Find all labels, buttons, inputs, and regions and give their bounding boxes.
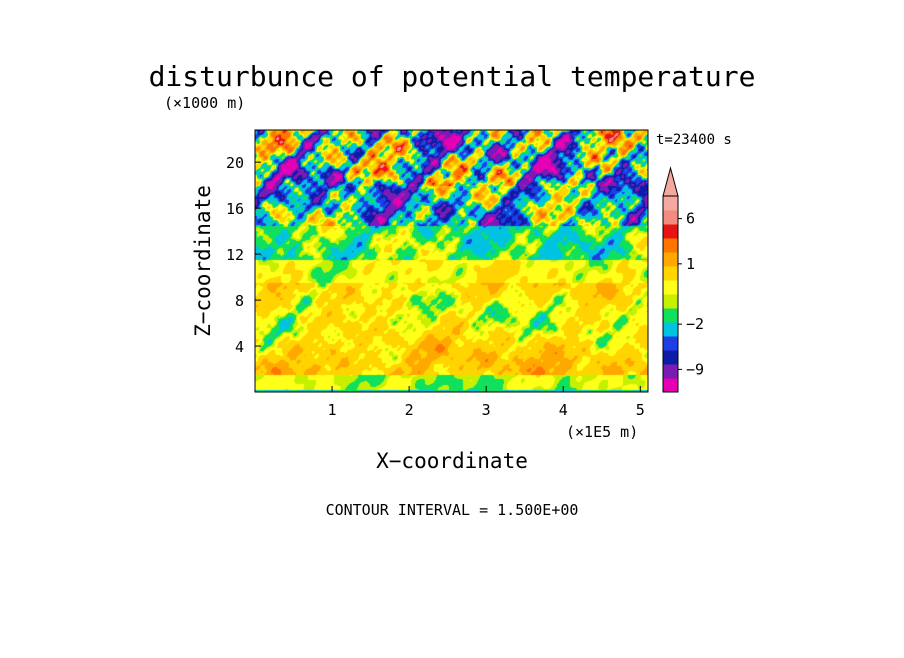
plot-area <box>254 129 649 393</box>
x-tick-label-2: 3 <box>482 401 491 419</box>
colorbar-extension-arrow <box>662 166 679 197</box>
y-tick-label-1: 8 <box>235 292 244 310</box>
colorbar-swatch-9 <box>663 252 678 267</box>
colorbar-swatch-2 <box>663 350 678 365</box>
colorbar-label-0: 6 <box>686 210 695 228</box>
contour-interval-text: CONTOUR INTERVAL = 1.500E+00 <box>326 501 579 519</box>
colorbar-swatch-0 <box>663 378 678 393</box>
colorbar-swatch-1 <box>663 364 678 379</box>
plot-frame <box>254 129 649 393</box>
y-axis-ticks: 4 8 12 16 20 <box>226 154 261 356</box>
y-tick-label-3: 16 <box>226 200 244 218</box>
x-axis-label: X−coordinate <box>376 449 528 473</box>
y-tick-label-4: 20 <box>226 154 244 172</box>
x-tick-label-3: 4 <box>559 401 568 419</box>
x-tick-label-1: 2 <box>405 401 414 419</box>
colorbar-swatch-4 <box>663 322 678 337</box>
colorbar-swatch-5 <box>663 308 678 323</box>
colorbar-swatch-3 <box>663 336 678 351</box>
colorbar-swatch-10 <box>663 238 678 253</box>
y-tick-label-2: 12 <box>226 246 244 264</box>
heatmap-field <box>255 130 648 392</box>
colorbar-label-3: −9 <box>686 360 704 378</box>
colorbar-label-2: −2 <box>686 315 704 333</box>
colorbar-swatch-7 <box>663 280 678 295</box>
y-axis-label: Z−coordinate <box>191 185 215 337</box>
chart-title: disturbunce of potential temperature <box>149 60 756 93</box>
colorbar-swatch-6 <box>663 294 678 309</box>
x-unit-label: (×1E5 m) <box>566 423 638 441</box>
colorbar-swatch-8 <box>663 266 678 281</box>
x-tick-label-0: 1 <box>328 401 337 419</box>
y-tick-label-0: 4 <box>235 338 244 356</box>
colorbar-swatch-12 <box>663 210 678 225</box>
time-label: t=23400 s <box>656 132 732 148</box>
y-unit-label: (×1000 m) <box>164 94 245 112</box>
colorbar-label-1: 1 <box>686 255 695 273</box>
x-axis-ticks: 1 2 3 4 5 <box>328 386 645 419</box>
colorbar-swatch-11 <box>663 224 678 239</box>
colorbar: 6 1 −2 −9 <box>662 166 704 393</box>
x-tick-label-4: 5 <box>636 401 645 419</box>
colorbar-swatch-13 <box>663 196 678 211</box>
